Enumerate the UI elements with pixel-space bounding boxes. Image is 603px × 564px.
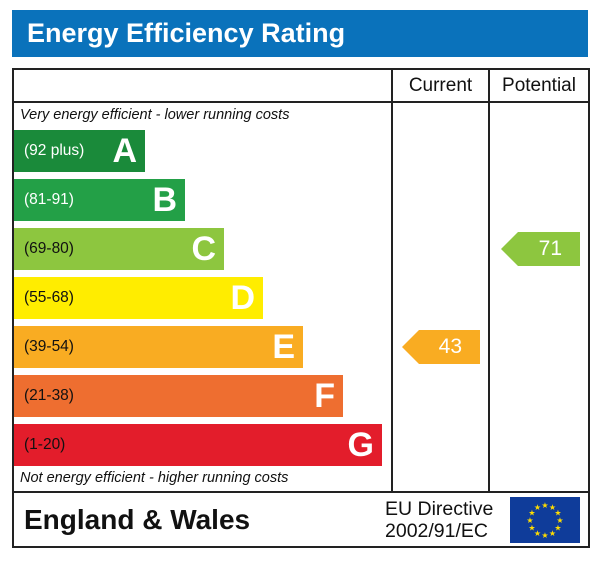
band-letter: D: [230, 279, 255, 317]
star-icon: ★: [534, 529, 541, 538]
potential-rating-value: 71: [538, 237, 562, 260]
band-range: (1-20): [24, 436, 66, 453]
band-letter: B: [152, 181, 177, 219]
current-column-header: Current: [408, 75, 473, 96]
directive-line1: EU Directive: [385, 498, 494, 520]
star-icon: ★: [534, 503, 541, 512]
column-divider: [488, 68, 490, 492]
rating-table: [12, 68, 590, 548]
current-rating-value: 43: [438, 335, 462, 358]
star-icon: ★: [554, 524, 561, 533]
directive-line2: 2002/91/EC: [385, 520, 488, 542]
band-letter: G: [347, 426, 374, 464]
current-rating-arrow: 43: [402, 330, 480, 364]
star-icon: ★: [556, 516, 563, 525]
band-range: (92 plus): [24, 142, 85, 159]
star-icon: ★: [541, 531, 548, 540]
band-c: (69-80) C: [14, 228, 224, 270]
band-a: (92 plus) A: [14, 130, 145, 172]
band-range: (69-80): [24, 240, 74, 257]
star-icon: ★: [526, 516, 533, 525]
star-icon: ★: [528, 524, 535, 533]
region-label: England & Wales: [24, 504, 251, 535]
band-range: (81-91): [24, 191, 74, 208]
star-icon: ★: [528, 509, 535, 518]
band-b: (81-91) B: [14, 179, 185, 221]
band-range: (21-38): [24, 387, 74, 404]
eu-directive: EU Directive 2002/91/EC: [385, 498, 493, 542]
band-e: (39-54) E: [14, 326, 303, 368]
band-letter: E: [272, 328, 295, 366]
header-divider: [12, 101, 590, 103]
star-icon: ★: [549, 529, 556, 538]
star-icon: ★: [554, 509, 561, 518]
star-icon: ★: [541, 501, 548, 510]
band-f: (21-38) F: [14, 375, 343, 417]
band-range: (55-68): [24, 289, 74, 306]
band-d: (55-68) D: [14, 277, 263, 319]
band-letter: F: [314, 377, 335, 415]
band-g: (1-20) G: [14, 424, 382, 466]
potential-rating-arrow: 71: [501, 232, 580, 266]
column-divider: [391, 68, 393, 492]
bottom-note: Not energy efficient - higher running co…: [20, 470, 289, 486]
footer-divider: [12, 491, 590, 493]
band-range: (39-54): [24, 338, 74, 355]
band-letter: A: [112, 132, 137, 170]
eu-flag-icon: ★ ★ ★ ★ ★ ★ ★ ★ ★ ★ ★ ★: [510, 497, 580, 543]
star-icon: ★: [549, 503, 556, 512]
top-note: Very energy efficient - lower running co…: [20, 107, 290, 123]
potential-column-header: Potential: [502, 75, 576, 96]
chart-title: Energy Efficiency Rating: [12, 10, 588, 57]
band-letter: C: [191, 230, 216, 268]
